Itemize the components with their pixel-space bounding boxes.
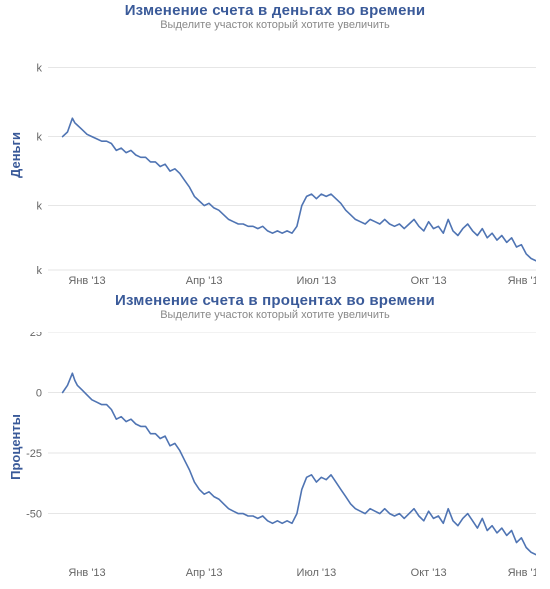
y-tick-label: -25: [26, 448, 42, 460]
x-tick-label: Июл '13: [297, 567, 337, 579]
chart-title: Изменение счета в деньгах во времени: [0, 2, 550, 19]
chart-panel-money: Изменение счета в деньгах во времениВыде…: [0, 0, 550, 292]
chart-subtitle: Выделите участок который хотите увеличит…: [0, 19, 550, 31]
y-tick-label: 0: [36, 388, 42, 400]
chart-title: Изменение счета в процентах во времени: [0, 292, 550, 309]
y-tick-label: 25: [30, 332, 42, 339]
chart-panel-percent: Изменение счета в процентах во времениВы…: [0, 292, 550, 582]
x-tick-label: Апр '13: [186, 275, 223, 287]
series-account-money: [63, 118, 536, 261]
x-tick-label: Янв '14: [508, 567, 536, 579]
x-tick-label: Окт '13: [411, 275, 447, 287]
x-tick-label: Янв '14: [508, 275, 536, 287]
x-tick-label: Янв '13: [68, 275, 105, 287]
y-tick-label: k: [37, 63, 43, 75]
y-tick-label: k: [37, 265, 43, 277]
x-tick-label: Апр '13: [186, 567, 223, 579]
y-tick-label: k: [37, 132, 43, 144]
x-tick-label: Окт '13: [411, 567, 447, 579]
page: { "layout": { "page_w": 550, "page_h": 5…: [0, 0, 550, 589]
x-tick-label: Июл '13: [297, 275, 337, 287]
y-tick-label: k: [37, 201, 43, 213]
chart-plot-money[interactable]: k k k k Янв '13 Апр '13 Июл '13 Окт '13 Янв '14: [0, 40, 536, 288]
series-account-percent: [63, 373, 536, 555]
chart-subtitle: Выделите участок который хотите увеличит…: [0, 309, 550, 321]
y-tick-label: -50: [26, 509, 42, 521]
x-tick-label: Янв '13: [68, 567, 105, 579]
chart-plot-percent[interactable]: 25 0 -25 -50 Янв '13 Апр '13 Июл '13 Окт '13 Янв…: [0, 332, 536, 580]
